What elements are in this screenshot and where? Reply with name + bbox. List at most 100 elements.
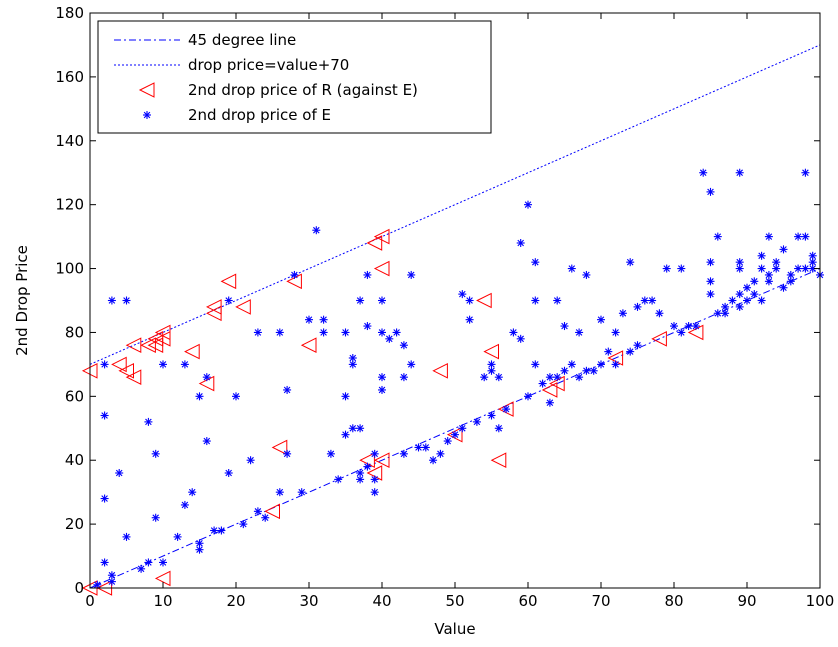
data-point xyxy=(100,558,109,567)
data-point xyxy=(326,449,335,458)
data-point xyxy=(312,226,321,235)
data-point xyxy=(465,315,474,324)
data-point xyxy=(706,258,715,267)
data-point xyxy=(373,260,390,277)
data-point xyxy=(443,437,452,446)
data-point xyxy=(465,296,474,305)
data-point xyxy=(154,570,171,587)
data-point xyxy=(271,439,288,456)
data-point xyxy=(757,296,766,305)
data-point xyxy=(640,296,649,305)
data-point xyxy=(378,373,386,382)
data-point xyxy=(210,526,219,535)
y-tick-label: 40 xyxy=(65,451,84,469)
data-point xyxy=(483,343,499,360)
data-point xyxy=(524,392,532,401)
data-point xyxy=(611,328,620,337)
data-point xyxy=(808,258,817,267)
data-point xyxy=(100,494,109,503)
data-point xyxy=(487,360,496,369)
data-point xyxy=(662,264,671,273)
data-point xyxy=(275,328,284,337)
x-tick-label: 60 xyxy=(518,592,537,610)
data-point xyxy=(801,264,810,273)
legend-marker-swatch xyxy=(138,82,155,98)
data-point xyxy=(239,520,248,529)
data-point xyxy=(334,475,343,484)
legend-label: 45 degree line xyxy=(188,31,296,49)
x-tick-label: 100 xyxy=(806,592,835,610)
data-point xyxy=(253,328,262,337)
data-point xyxy=(494,373,503,382)
data-point xyxy=(378,328,386,337)
x-tick-label: 10 xyxy=(153,592,172,610)
data-point xyxy=(713,309,722,318)
ticks-layer: 0 10 20 30 40 50 60 70 80 90 100 0 20 40 60 80 100 120 140… xyxy=(55,4,834,610)
data-point xyxy=(180,500,189,509)
data-point xyxy=(356,475,365,484)
legend-label: 2nd drop price of R (against E) xyxy=(188,81,418,99)
data-point xyxy=(604,347,613,356)
data-point xyxy=(553,373,562,382)
data-point xyxy=(363,322,372,331)
data-point xyxy=(626,347,635,356)
data-point xyxy=(147,337,164,354)
data-point xyxy=(144,558,153,567)
data-point xyxy=(560,322,569,331)
data-point xyxy=(111,356,127,373)
data-point xyxy=(545,398,554,407)
data-point xyxy=(392,328,401,337)
data-point xyxy=(531,258,540,267)
data-point xyxy=(122,296,131,305)
data-point xyxy=(545,373,554,382)
data-point xyxy=(575,328,584,337)
data-point xyxy=(487,411,496,420)
data-point xyxy=(670,322,678,331)
legend-label: 2nd drop price of E xyxy=(188,106,331,124)
series-line-0 xyxy=(89,268,821,589)
data-point xyxy=(524,200,532,209)
data-point xyxy=(779,283,788,292)
data-point xyxy=(713,232,722,241)
data-point xyxy=(480,373,489,382)
x-tick-label: 20 xyxy=(226,592,245,610)
data-point xyxy=(180,360,189,369)
x-tick-label: 90 xyxy=(737,592,756,610)
data-point xyxy=(319,315,328,324)
data-point xyxy=(597,360,605,369)
data-point xyxy=(458,290,467,299)
data-point xyxy=(414,443,423,452)
data-point xyxy=(764,277,773,286)
data-point xyxy=(472,417,481,426)
data-point xyxy=(476,292,492,309)
data-point xyxy=(407,270,416,279)
data-point xyxy=(363,270,372,279)
y-tick-label: 100 xyxy=(55,260,84,278)
data-point xyxy=(589,366,598,375)
data-point xyxy=(750,290,759,299)
data-point xyxy=(743,283,751,292)
data-point xyxy=(538,379,547,388)
data-point xyxy=(794,264,803,273)
data-point xyxy=(283,449,292,458)
data-point xyxy=(677,328,686,337)
x-tick-label: 70 xyxy=(591,592,610,610)
data-point xyxy=(297,488,306,497)
data-point xyxy=(283,385,292,394)
data-point xyxy=(246,456,255,465)
data-point xyxy=(140,337,156,354)
data-point xyxy=(786,270,795,279)
data-point xyxy=(300,337,317,354)
data-point xyxy=(118,362,134,379)
data-point xyxy=(633,302,642,311)
data-point xyxy=(107,571,116,580)
data-point xyxy=(341,392,350,401)
data-point xyxy=(217,526,226,535)
data-point xyxy=(305,315,313,324)
data-point xyxy=(407,360,416,369)
data-point xyxy=(224,296,233,305)
data-point xyxy=(151,449,160,458)
data-point xyxy=(202,373,211,382)
data-point xyxy=(721,309,730,318)
data-point xyxy=(341,430,350,439)
